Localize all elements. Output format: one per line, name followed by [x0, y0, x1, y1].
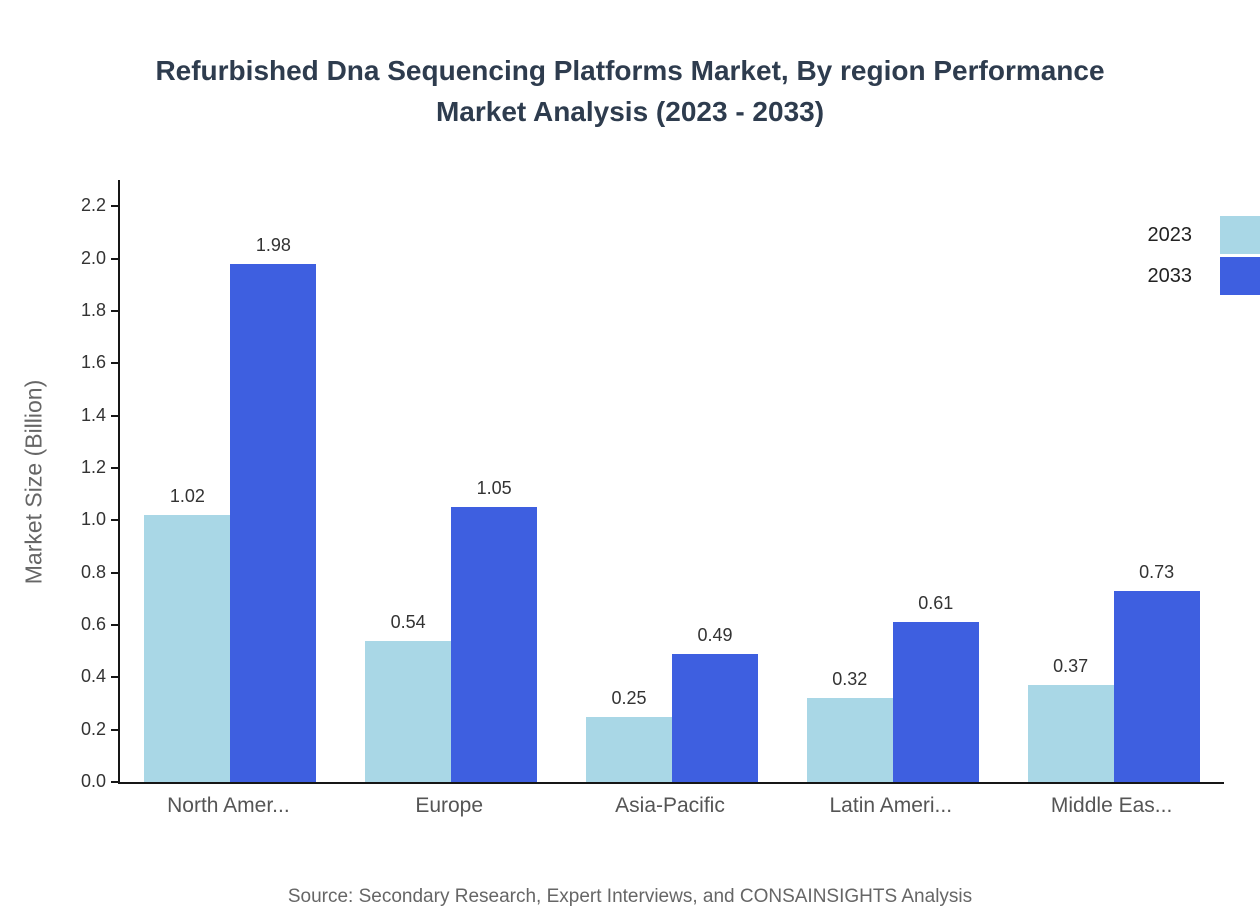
y-tick-label: 0.8 — [80, 561, 106, 582]
y-tick-label: 1.4 — [80, 404, 106, 425]
x-category-label: Asia-Pacific — [615, 794, 725, 817]
legend-row-2023: 2023 — [1148, 216, 1260, 254]
x-category-label: North Amer... — [167, 794, 290, 817]
legend-swatch — [1220, 257, 1260, 295]
value-label: 1.02 — [169, 486, 205, 507]
y-tick-label: 0.0 — [80, 771, 106, 791]
legend-label: 2033 — [1147, 264, 1193, 287]
y-tick-label: 0.2 — [80, 718, 106, 739]
x-category-label: Latin Ameri... — [829, 794, 953, 817]
y-tick-mark — [111, 623, 119, 626]
y-tick-label: 1.8 — [80, 299, 106, 320]
bar-2023-2 — [586, 716, 672, 782]
x-category-label: Europe — [415, 794, 484, 817]
value-label: 0.54 — [390, 611, 426, 632]
y-tick-label: 2.0 — [80, 247, 106, 268]
chart-title-line1: Refurbished Dna Sequencing Platforms Mar… — [155, 55, 1105, 86]
y-tick-label: 1.6 — [80, 352, 106, 373]
value-label: 0.61 — [918, 593, 954, 614]
y-tick-mark — [111, 257, 119, 260]
legend: 2023 2033 — [1148, 216, 1260, 298]
y-tick-mark — [111, 676, 119, 679]
legend-swatch — [1220, 216, 1260, 254]
y-tick-mark — [111, 519, 119, 522]
y-tick-mark — [111, 362, 119, 365]
value-label: 0.73 — [1139, 561, 1175, 582]
chart-title-line2: Market Analysis (2023 - 2033) — [435, 96, 825, 127]
bar-2023-4 — [1027, 685, 1114, 782]
bar-2033-4 — [1113, 590, 1200, 782]
bar-2023-0 — [144, 515, 231, 782]
bar-2033-3 — [892, 622, 979, 782]
value-label: 0.25 — [611, 687, 647, 708]
y-tick-mark — [111, 205, 119, 208]
y-tick-mark — [111, 571, 119, 574]
y-tick-mark — [111, 781, 119, 783]
x-axis-labels: North Amer... Europe Asia-Pacific Latin Ame… — [118, 794, 1222, 818]
y-tick-mark — [111, 466, 119, 469]
y-axis-title: Market Size (Billion) — [20, 379, 47, 585]
y-tick-mark — [111, 414, 119, 417]
y-tick-label: 0.4 — [80, 666, 106, 687]
y-tick-label: 1.0 — [80, 509, 106, 530]
y-tick-mark — [111, 728, 119, 731]
bar-2023-3 — [806, 698, 893, 782]
bar-2033-2 — [672, 653, 758, 782]
chart-title: Refurbished Dna Sequencing Platforms Mar… — [0, 50, 1260, 132]
x-category-label: Middle Eas... — [1050, 794, 1173, 817]
value-label: 1.05 — [476, 478, 512, 499]
y-tick-label: 0.6 — [80, 613, 106, 634]
y-tick-mark — [111, 309, 119, 312]
bar-2033-0 — [230, 263, 317, 782]
legend-row-2033: 2033 — [1148, 257, 1260, 295]
source-note: Source: Secondary Research, Expert Inter… — [287, 886, 973, 907]
value-label: 0.37 — [1053, 656, 1089, 677]
bar-2033-1 — [451, 507, 538, 782]
value-label: 1.98 — [255, 234, 291, 255]
legend-label: 2023 — [1147, 223, 1193, 246]
y-tick-label: 2.2 — [80, 195, 106, 216]
y-tick-label: 1.2 — [80, 456, 106, 477]
value-label: 0.49 — [697, 624, 733, 645]
value-label: 0.32 — [832, 669, 868, 690]
bar-2023-1 — [365, 640, 452, 782]
plot-area: 0.0 0.2 0.4 0.6 0.8 1.0 1.2 1.4 1.6 1.8 2.0 2.2 1.02… — [81, 180, 1224, 791]
